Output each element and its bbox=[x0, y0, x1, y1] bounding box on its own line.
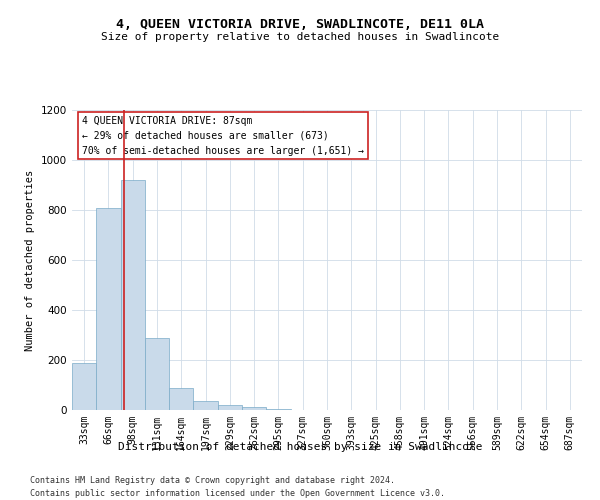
Text: 4 QUEEN VICTORIA DRIVE: 87sqm
← 29% of detached houses are smaller (673)
70% of : 4 QUEEN VICTORIA DRIVE: 87sqm ← 29% of d… bbox=[82, 116, 364, 156]
Bar bbox=[266, 408, 290, 410]
Y-axis label: Number of detached properties: Number of detached properties bbox=[25, 170, 35, 350]
Text: 4, QUEEN VICTORIA DRIVE, SWADLINCOTE, DE11 0LA: 4, QUEEN VICTORIA DRIVE, SWADLINCOTE, DE… bbox=[116, 18, 484, 30]
Bar bbox=[242, 407, 266, 410]
Bar bbox=[96, 208, 121, 410]
Text: Contains HM Land Registry data © Crown copyright and database right 2024.
Contai: Contains HM Land Registry data © Crown c… bbox=[30, 476, 445, 498]
Bar bbox=[193, 401, 218, 410]
Text: Size of property relative to detached houses in Swadlincote: Size of property relative to detached ho… bbox=[101, 32, 499, 42]
Bar bbox=[72, 362, 96, 410]
Bar bbox=[218, 405, 242, 410]
Bar bbox=[169, 388, 193, 410]
Text: Distribution of detached houses by size in Swadlincote: Distribution of detached houses by size … bbox=[118, 442, 482, 452]
Bar bbox=[145, 338, 169, 410]
Bar bbox=[121, 180, 145, 410]
